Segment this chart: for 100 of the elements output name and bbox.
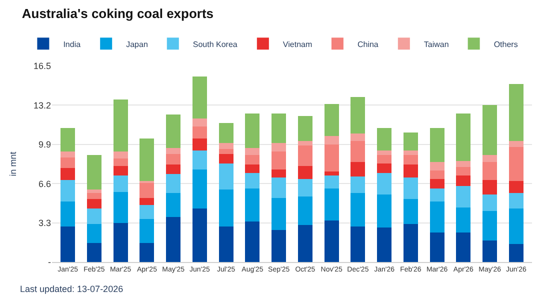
bar bbox=[403, 150, 418, 156]
bar bbox=[350, 226, 366, 262]
y-tick-label: 3.3 bbox=[38, 218, 51, 228]
bar bbox=[192, 138, 207, 150]
bar bbox=[272, 114, 286, 144]
bar bbox=[377, 163, 392, 173]
bar bbox=[350, 134, 366, 141]
bar bbox=[218, 163, 234, 190]
bar bbox=[166, 193, 181, 217]
bar bbox=[192, 118, 207, 127]
bar bbox=[403, 155, 418, 165]
bar bbox=[324, 172, 339, 176]
bar bbox=[298, 196, 312, 226]
bar bbox=[272, 198, 286, 230]
bar bbox=[245, 188, 260, 222]
legend-label: Vietnam bbox=[282, 40, 312, 49]
bar bbox=[166, 114, 181, 148]
bar bbox=[456, 186, 471, 208]
bar bbox=[377, 128, 392, 150]
legend-label: India bbox=[63, 40, 82, 49]
bar bbox=[508, 193, 524, 209]
bar bbox=[272, 230, 286, 262]
bar bbox=[403, 132, 418, 150]
legend-label: South Korea bbox=[192, 40, 238, 49]
legend-label: Others bbox=[494, 40, 518, 49]
bar bbox=[272, 178, 286, 198]
bar bbox=[350, 96, 366, 134]
bar bbox=[430, 178, 444, 188]
y-tick-label: 16.5 bbox=[33, 61, 51, 72]
bar bbox=[482, 240, 498, 262]
bar bbox=[298, 178, 312, 197]
bar bbox=[245, 114, 260, 148]
bar bbox=[218, 226, 234, 262]
bar bbox=[192, 126, 207, 138]
bar bbox=[377, 228, 392, 262]
bar bbox=[324, 188, 339, 220]
bar bbox=[508, 84, 524, 141]
bar bbox=[456, 175, 471, 186]
legend-label: Japan bbox=[126, 40, 148, 49]
y-tick-label: 9.9 bbox=[38, 140, 51, 150]
bar bbox=[324, 175, 339, 188]
bar bbox=[456, 232, 471, 262]
bar bbox=[166, 154, 181, 165]
bar bbox=[86, 199, 102, 209]
bar bbox=[377, 155, 392, 164]
bar bbox=[113, 158, 128, 166]
bar bbox=[166, 164, 181, 174]
bar bbox=[298, 140, 312, 146]
y-axis-title: in mnt bbox=[8, 151, 18, 176]
bar bbox=[482, 105, 498, 156]
bar bbox=[60, 226, 76, 262]
bar bbox=[86, 193, 102, 200]
bar bbox=[377, 172, 392, 194]
bar bbox=[272, 169, 286, 178]
bar bbox=[218, 154, 234, 164]
bar bbox=[140, 219, 154, 243]
legend-label: Taiwan bbox=[424, 40, 449, 49]
bar bbox=[86, 190, 102, 194]
bar bbox=[86, 224, 102, 243]
bar bbox=[324, 104, 339, 136]
bar bbox=[272, 152, 286, 170]
bar bbox=[430, 162, 444, 171]
bar bbox=[430, 201, 444, 232]
bar bbox=[298, 146, 312, 166]
bar bbox=[192, 150, 207, 170]
bar bbox=[482, 180, 498, 194]
bar bbox=[456, 161, 471, 167]
bar bbox=[377, 194, 392, 228]
bar bbox=[218, 123, 234, 144]
legend-label: China bbox=[357, 40, 379, 49]
bar bbox=[298, 225, 312, 262]
bar bbox=[456, 207, 471, 232]
bar bbox=[403, 199, 418, 224]
bar bbox=[403, 164, 418, 178]
bar bbox=[140, 242, 154, 262]
bar bbox=[430, 170, 444, 179]
bar bbox=[245, 148, 260, 156]
y-tick-label: 13.2 bbox=[33, 100, 51, 110]
bar bbox=[60, 180, 76, 202]
bar bbox=[60, 152, 76, 158]
bar bbox=[350, 140, 366, 162]
bar bbox=[430, 188, 444, 202]
bar bbox=[324, 136, 339, 144]
bar bbox=[140, 204, 154, 220]
bar bbox=[113, 99, 128, 152]
bar bbox=[508, 244, 524, 262]
bar bbox=[245, 164, 260, 173]
bar bbox=[113, 166, 128, 176]
bar bbox=[60, 128, 76, 152]
bar bbox=[86, 242, 102, 262]
bar bbox=[140, 198, 154, 205]
bar bbox=[113, 152, 128, 159]
y-tick-label: - bbox=[48, 257, 51, 268]
bar bbox=[377, 150, 392, 156]
bar bbox=[140, 182, 154, 198]
bar bbox=[218, 190, 234, 226]
bar bbox=[245, 172, 260, 188]
bar bbox=[508, 146, 524, 182]
bar bbox=[403, 178, 418, 200]
chart-title: Australia's coking coal exports bbox=[22, 6, 214, 22]
